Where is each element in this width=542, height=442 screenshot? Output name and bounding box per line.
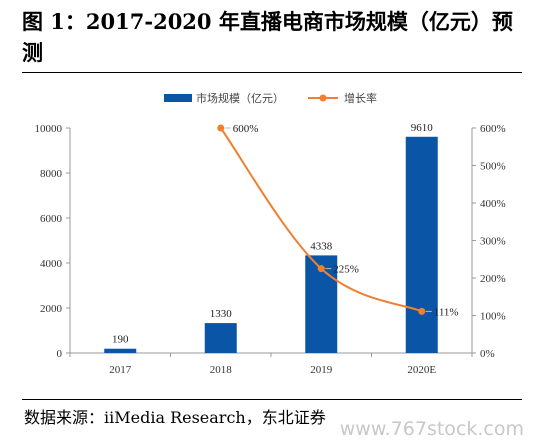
combo-chart: 0 2000 4000 6000 8000 10000 0% 100% 200% 300% 400%…: [35, 91, 506, 376]
legend-line-label: 增长率: [344, 91, 377, 105]
source-rule: [22, 399, 522, 400]
bar-data-label: 4338: [310, 240, 333, 252]
chart-legend: 市场规模（亿元） 增长率: [164, 91, 377, 105]
chart-line: [217, 124, 426, 315]
x-tick-label: 2018: [210, 364, 233, 376]
figure-title: 图 1：2017-2020 年直播电商市场规模（亿元）预测: [22, 9, 513, 65]
legend-line-marker: [319, 94, 327, 102]
bar-data-label: 1330: [210, 308, 233, 320]
growth-data-label: 600%: [233, 123, 259, 135]
chart-bars: [104, 136, 438, 353]
growth-point: [317, 265, 325, 273]
growth-data-label: 111%: [434, 306, 459, 318]
y-left-tick-label: 0: [57, 348, 63, 360]
y-right-tick-label: 300%: [480, 236, 506, 248]
bar: [204, 323, 237, 353]
y-right-tick-label: 100%: [480, 311, 506, 323]
chart-data-labels: 190 1330 4338 9610 600% 225% 111%: [112, 122, 459, 346]
bar: [405, 136, 438, 353]
growth-point: [418, 307, 426, 315]
y-right-tick-label: 500%: [480, 161, 506, 173]
growth-data-label: 225%: [333, 264, 359, 276]
growth-line: [219, 127, 423, 313]
growth-point: [217, 124, 225, 132]
bar: [104, 348, 137, 353]
y-right-tick-label: 400%: [480, 198, 506, 210]
y-left-tick-label: 2000: [40, 303, 63, 315]
y-left-tick-label: 8000: [40, 168, 63, 180]
bar-data-label: 9610: [411, 122, 434, 134]
y-right-tick-label: 600%: [480, 123, 506, 135]
x-tick-label: 2019: [310, 364, 333, 376]
x-tick-label: 2020E: [407, 364, 436, 376]
y-right-tick-label: 0%: [480, 348, 495, 360]
y-left-tick-label: 4000: [40, 258, 63, 270]
x-tick-label: 2017: [109, 364, 132, 376]
legend-bar-swatch: [164, 94, 192, 102]
legend-bar-label: 市场规模（亿元）: [196, 91, 284, 105]
y-right-tick-label: 200%: [480, 273, 506, 285]
watermark: www.767stock.com: [339, 418, 524, 440]
y-left-tick-label: 6000: [40, 213, 63, 225]
y-left-tick-label: 10000: [35, 123, 63, 135]
title-rule: [22, 72, 522, 73]
chart-axes: 0 2000 4000 6000 8000 10000 0% 100% 200% 300% 400%…: [35, 123, 506, 376]
bar-data-label: 190: [112, 334, 129, 346]
source-note: 数据来源：iiMedia Research，东北证券: [24, 408, 326, 427]
